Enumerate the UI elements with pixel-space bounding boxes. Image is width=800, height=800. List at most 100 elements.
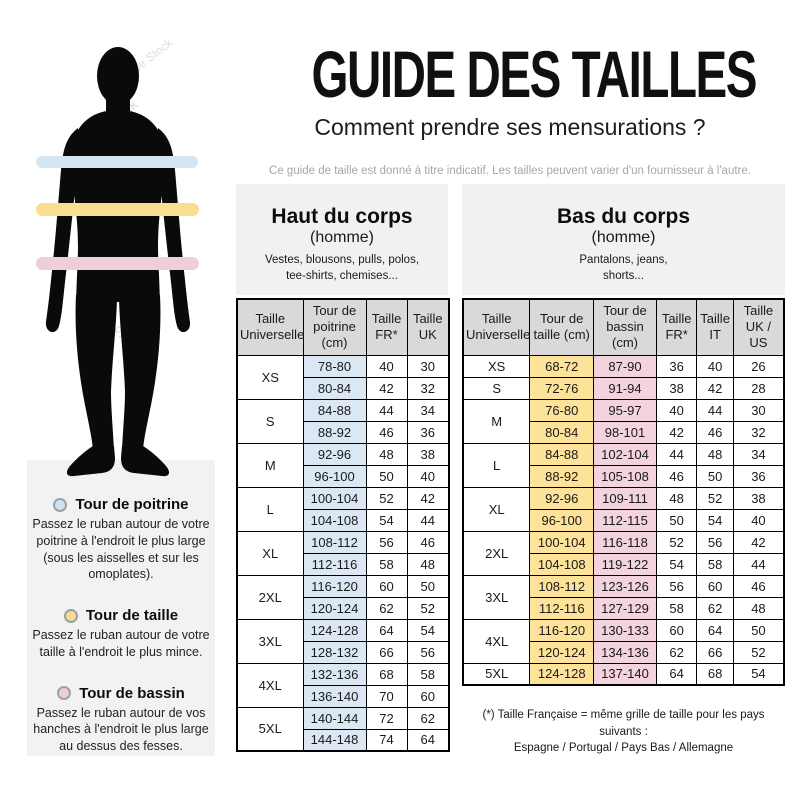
value-cell: 108-112 — [302, 530, 367, 554]
value-cell: 119-122 — [593, 552, 657, 576]
value-cell: 54 — [365, 508, 408, 532]
table-row: XS 78-80 40 30 — [236, 354, 450, 400]
lower-table-subtitle: (homme) — [591, 229, 656, 246]
size-cell: 2XL — [462, 530, 531, 576]
value-cell: 44 — [655, 442, 698, 466]
size-cell: 4XL — [236, 662, 304, 708]
chest-band — [36, 156, 198, 168]
table-row: 2XL 116-120 60 50 — [236, 574, 450, 620]
value-cell: 56 — [365, 530, 408, 554]
size-cell: XL — [236, 530, 304, 576]
table-row: 2XL 100-104 116-118 52 56 42 — [462, 530, 785, 576]
value-cell: 56 — [696, 530, 734, 554]
value-cell: 120-124 — [529, 640, 595, 664]
size-cell: 3XL — [236, 618, 304, 664]
footnote-line1: (*) Taille Française = même grille de ta… — [482, 709, 765, 738]
table-row: XL 108-112 56 46 — [236, 530, 450, 576]
value-cell: 112-115 — [593, 508, 657, 532]
value-cell: 124-128 — [529, 662, 595, 686]
table-row: 80-84 98-101 42 46 32 — [463, 420, 785, 444]
value-cell: 50 — [732, 618, 785, 642]
value-cell: 95-97 — [593, 398, 657, 422]
legend-desc-chest: Passez le ruban autour de votre poitrine… — [32, 517, 210, 582]
value-cell: 42 — [365, 376, 408, 400]
value-cell: 42 — [655, 420, 698, 444]
value-cell: 102-104 — [593, 442, 657, 466]
value-cell: 38 — [655, 376, 698, 400]
value-cell: 128-132 — [302, 640, 367, 664]
value-cell: 48 — [406, 552, 450, 576]
value-cell: 48 — [365, 442, 408, 466]
upper-body-size-table: Taille Universelle Tour de poitrine (cm) T… — [236, 298, 450, 752]
value-cell: 87-90 — [593, 354, 657, 378]
value-cell: 62 — [406, 706, 450, 730]
value-cell: 44 — [406, 508, 450, 532]
value-cell: 36 — [406, 420, 450, 444]
value-cell: 42 — [732, 530, 785, 554]
value-cell: 64 — [655, 662, 698, 686]
lower-items-line1: Pantalons, jeans, — [579, 254, 668, 266]
size-cell: 3XL — [462, 574, 531, 620]
value-cell: 88-92 — [529, 464, 595, 488]
value-cell: 60 — [655, 618, 698, 642]
table-row: 96-100 50 40 — [237, 464, 450, 488]
value-cell: 52 — [406, 596, 450, 620]
column-header: Taille UK / US — [732, 298, 785, 356]
column-header: Tour de poitrine (cm) — [302, 298, 367, 356]
upper-items-line2: tee-shirts, chemises... — [286, 270, 398, 283]
table-row: 4XL 116-120 130-133 60 64 50 — [462, 618, 785, 664]
value-cell: 74 — [365, 728, 408, 752]
value-cell: 46 — [732, 574, 785, 598]
value-cell: 72-76 — [529, 376, 595, 400]
value-cell: 68 — [696, 662, 734, 686]
value-cell: 84-88 — [529, 442, 595, 466]
size-cell: XL — [462, 486, 531, 532]
column-header: Tour de taille (cm) — [529, 298, 595, 356]
value-cell: 64 — [696, 618, 734, 642]
value-cell: 40 — [406, 464, 450, 488]
table-row: M 92-96 48 38 — [236, 442, 450, 488]
value-cell: 140-144 — [302, 706, 367, 730]
size-cell: M — [462, 398, 531, 444]
table-row: 96-100 112-115 50 54 40 — [463, 508, 785, 532]
column-header: Taille Universelle — [236, 298, 304, 356]
upper-table-items: Vestes, blousons, pulls, polos, tee-shir… — [236, 252, 448, 284]
legend-item-waist: Tour de taille Passez le ruban autour de… — [31, 607, 211, 661]
legend-item-chest: Tour de poitrine Passez le ruban autour … — [31, 496, 211, 583]
value-cell: 136-140 — [302, 684, 367, 708]
lower-table-items: Pantalons, jeans, shorts... — [462, 252, 785, 284]
value-cell: 36 — [732, 464, 785, 488]
value-cell: 30 — [732, 398, 785, 422]
size-cell: S — [462, 376, 531, 400]
value-cell: 104-108 — [302, 508, 367, 532]
table-row: 128-132 66 56 — [237, 640, 450, 664]
table-row: XL 92-96 109-111 48 52 38 — [462, 486, 785, 532]
value-cell: 92-96 — [302, 442, 367, 466]
value-cell: 28 — [732, 376, 785, 400]
value-cell: 50 — [406, 574, 450, 598]
disclaimer-note: Ce guide de taille est donné à titre ind… — [269, 165, 751, 177]
waist-color-dot — [63, 608, 78, 623]
value-cell: 112-116 — [302, 552, 367, 576]
value-cell: 72 — [365, 706, 408, 730]
value-cell: 60 — [365, 574, 408, 598]
value-cell: 52 — [655, 530, 698, 554]
table-row: XS 68-72 87-90 36 40 26 — [462, 354, 785, 378]
value-cell: 54 — [732, 662, 785, 686]
size-cell: M — [236, 442, 304, 488]
column-header: Taille Universelle — [462, 298, 531, 356]
chest-color-dot — [53, 497, 68, 512]
value-cell: 48 — [655, 486, 698, 510]
value-cell: 60 — [406, 684, 450, 708]
table-row: 120-124 134-136 62 66 52 — [463, 640, 785, 664]
value-cell: 40 — [655, 398, 698, 422]
value-cell: 116-118 — [593, 530, 657, 554]
value-cell: 38 — [406, 442, 450, 466]
value-cell: 50 — [655, 508, 698, 532]
value-cell: 26 — [732, 354, 785, 378]
value-cell: 66 — [696, 640, 734, 664]
value-cell: 62 — [365, 596, 408, 620]
value-cell: 50 — [365, 464, 408, 488]
size-cell: 2XL — [236, 574, 304, 620]
